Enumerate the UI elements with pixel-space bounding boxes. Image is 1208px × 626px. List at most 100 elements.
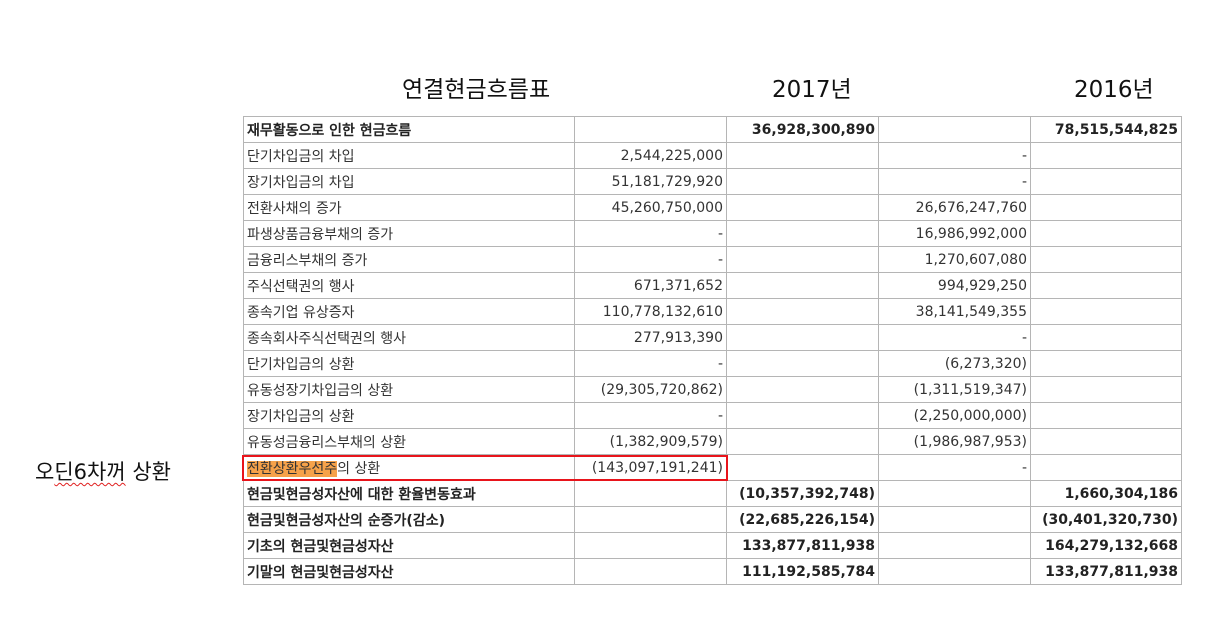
row-value-c1: (1,382,909,579) (574, 428, 727, 455)
row-value-c3: - (878, 168, 1031, 195)
highlighted-text: 전환상환우선주 (247, 460, 338, 477)
row-label: 금융리스부채의 증가 (243, 246, 575, 273)
row-value-c1: (29,305,720,862) (574, 376, 727, 403)
table-row: 현금및현금성자산에 대한 환율변동효과 (10,357,392,748) 1,660… (243, 480, 1182, 507)
row-label: 현금및현금성자산에 대한 환율변동효과 (243, 480, 575, 507)
row-value-c4: 133,877,811,938 (1030, 558, 1182, 585)
row-value-c2 (726, 324, 879, 351)
row-value-c4: 1,660,304,186 (1030, 480, 1182, 507)
row-value-c3: (1,986,987,953) (878, 428, 1031, 455)
row-value-c2 (726, 298, 879, 325)
row-value-c2 (726, 272, 879, 299)
row-value-c1: - (574, 402, 727, 429)
row-label: 기말의 현금및현금성자산 (243, 558, 575, 585)
row-value-c3: (6,273,320) (878, 350, 1031, 377)
table-row: 유동성금융리스부채의 상환 (1,382,909,579) (1,986,987,9… (243, 428, 1182, 455)
row-value-c1: 45,260,750,000 (574, 194, 727, 221)
row-value-c1: - (574, 246, 727, 273)
row-value-c3 (878, 532, 1031, 559)
row-value-c1: 51,181,729,920 (574, 168, 727, 195)
row-value-c2 (726, 376, 879, 403)
row-label: 전환상환우선주의 상환 (243, 454, 575, 481)
side-annotation-suffix: 상환 (125, 460, 171, 484)
row-value-c2: 36,928,300,890 (726, 116, 879, 143)
row-label: 종속기업 유상증자 (243, 298, 575, 325)
row-label: 재무활동으로 인한 현금흐름 (243, 116, 575, 143)
row-value-c1: - (574, 220, 727, 247)
table-row: 재무활동으로 인한 현금흐름 36,928,300,890 78,515,544,8… (243, 116, 1182, 143)
row-value-c2: 111,192,585,784 (726, 558, 879, 585)
row-value-c1 (574, 116, 727, 143)
row-label: 현금및현금성자산의 순증가(감소) (243, 506, 575, 533)
row-value-c2 (726, 428, 879, 455)
cash-flow-table-body: 재무활동으로 인한 현금흐름 36,928,300,890 78,515,544,8… (243, 116, 1182, 585)
row-value-c1: (143,097,191,241) (574, 454, 727, 481)
table-row: 기초의 현금및현금성자산 133,877,811,938 164,279,132,6… (243, 532, 1182, 559)
row-value-c4 (1030, 324, 1182, 351)
row-value-c3: 16,986,992,000 (878, 220, 1031, 247)
table-row: 장기차입금의 차입 51,181,729,920 - (243, 168, 1182, 195)
row-label: 전환사채의 증가 (243, 194, 575, 221)
table-row: 기말의 현금및현금성자산 111,192,585,784 133,877,811,9… (243, 558, 1182, 585)
row-value-c2 (726, 454, 879, 481)
row-label: 장기차입금의 상환 (243, 402, 575, 429)
row-value-c3: (1,311,519,347) (878, 376, 1031, 403)
row-value-c3 (878, 506, 1031, 533)
row-value-c3 (878, 116, 1031, 143)
row-value-c1 (574, 506, 727, 533)
row-label: 단기차입금의 차입 (243, 142, 575, 169)
row-value-c3 (878, 480, 1031, 507)
row-value-c4: (30,401,320,730) (1030, 506, 1182, 533)
year-header-2016: 2016년 (1074, 77, 1154, 103)
row-value-c3: 26,676,247,760 (878, 194, 1031, 221)
row-value-c4 (1030, 454, 1182, 481)
row-value-c4 (1030, 246, 1182, 273)
table-row: 단기차입금의 차입 2,544,225,000 - (243, 142, 1182, 169)
table-row: 종속회사주식선택권의 행사 277,913,390 - (243, 324, 1182, 351)
row-value-c1 (574, 558, 727, 585)
row-value-c4 (1030, 168, 1182, 195)
row-value-c1: 2,544,225,000 (574, 142, 727, 169)
row-value-c3: 38,141,549,355 (878, 298, 1031, 325)
row-value-c4 (1030, 194, 1182, 221)
table-row: 전환사채의 증가 45,260,750,000 26,676,247,760 (243, 194, 1182, 221)
side-annotation: 오딘6차꺼 상환 (35, 456, 171, 486)
row-label: 종속회사주식선택권의 행사 (243, 324, 575, 351)
table-row: 현금및현금성자산의 순증가(감소) (22,685,226,154) (30,401… (243, 506, 1182, 533)
row-value-c2 (726, 168, 879, 195)
row-value-c2: 133,877,811,938 (726, 532, 879, 559)
row-value-c3: - (878, 324, 1031, 351)
row-label: 유동성장기차입금의 상환 (243, 376, 575, 403)
row-value-c2: (10,357,392,748) (726, 480, 879, 507)
row-value-c1 (574, 532, 727, 559)
row-value-c2: (22,685,226,154) (726, 506, 879, 533)
row-value-c2 (726, 246, 879, 273)
row-value-c4 (1030, 402, 1182, 429)
row-label: 유동성금융리스부채의 상환 (243, 428, 575, 455)
row-label: 기초의 현금및현금성자산 (243, 532, 575, 559)
row-value-c1: 110,778,132,610 (574, 298, 727, 325)
table-row: 장기차입금의 상환 - (2,250,000,000) (243, 402, 1182, 429)
table-row: 파생상품금융부채의 증가 - 16,986,992,000 (243, 220, 1182, 247)
row-label: 파생상품금융부채의 증가 (243, 220, 575, 247)
row-value-c3: - (878, 142, 1031, 169)
cash-flow-table: 재무활동으로 인한 현금흐름 36,928,300,890 78,515,544,8… (243, 116, 1182, 585)
row-value-c1 (574, 480, 727, 507)
table-row: 종속기업 유상증자 110,778,132,610 38,141,549,355 (243, 298, 1182, 325)
row-value-c4: 164,279,132,668 (1030, 532, 1182, 559)
row-value-c4 (1030, 220, 1182, 247)
row-label-rest: 의 상환 (337, 460, 381, 477)
row-value-c4: 78,515,544,825 (1030, 116, 1182, 143)
row-value-c4 (1030, 272, 1182, 299)
row-value-c2 (726, 402, 879, 429)
statement-title: 연결현금흐름표 (402, 77, 551, 103)
table-row: 전환상환우선주의 상환 (143,097,191,241) - (243, 454, 1182, 481)
year-header-2017: 2017년 (772, 77, 852, 103)
row-value-c4 (1030, 142, 1182, 169)
row-label: 주식선택권의 행사 (243, 272, 575, 299)
row-value-c4 (1030, 428, 1182, 455)
row-value-c1: - (574, 350, 727, 377)
side-annotation-prefix: 오 (35, 460, 55, 484)
row-value-c2 (726, 220, 879, 247)
table-row: 주식선택권의 행사 671,371,652 994,929,250 (243, 272, 1182, 299)
